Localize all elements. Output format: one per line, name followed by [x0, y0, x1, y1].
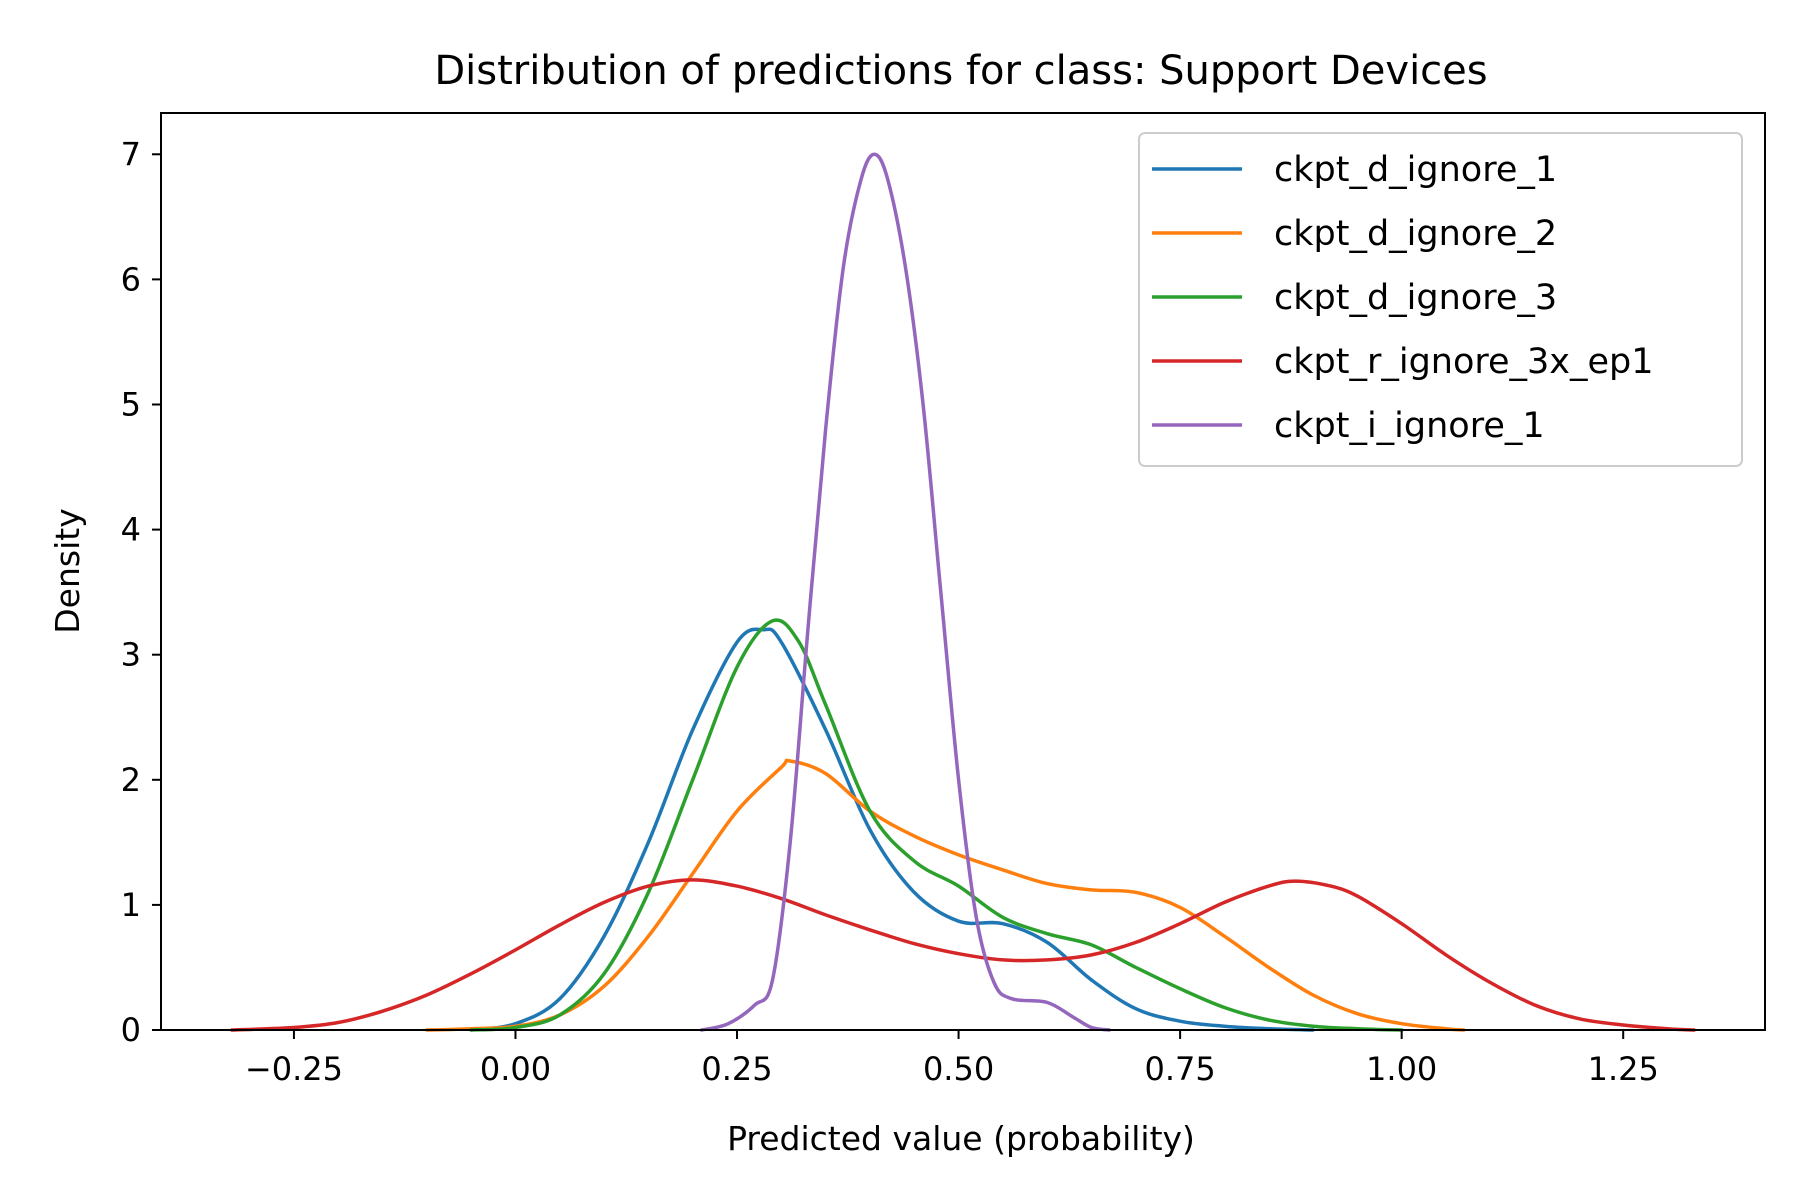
legend-box [1138, 132, 1743, 467]
legend-label-3: ckpt_d_ignore_3 [1274, 278, 1557, 318]
series-layer [230, 152, 1696, 1032]
series-line-2 [425, 758, 1466, 1032]
x-tick-label: 0.50 [923, 1050, 994, 1088]
y-tick-label: 6 [121, 260, 141, 298]
x-axis-label: Predicted value (probability) [727, 1119, 1195, 1158]
y-tick-label: 2 [121, 761, 141, 799]
y-tick-label: 7 [121, 135, 141, 173]
series-line-5 [699, 152, 1111, 1032]
x-tick-label: 0.25 [701, 1050, 772, 1088]
x-tick-label: 1.00 [1366, 1050, 1437, 1088]
x-axis-ticks: −0.25 0.00 0.25 0.50 0.75 1.00 1.25 [245, 1030, 1659, 1088]
series-line-1 [469, 627, 1315, 1032]
series-line-4 [230, 878, 1696, 1032]
legend: ckpt_d_ignore_1 ckpt_d_ignore_2 ckpt_d_ign… [1138, 132, 1743, 467]
y-tick-label: 5 [121, 385, 141, 423]
chart-title: Distribution of predictions for class: S… [434, 48, 1487, 94]
legend-label-4: ckpt_r_ignore_3x_ep1 [1274, 342, 1654, 382]
series-line-3 [469, 618, 1404, 1032]
y-tick-label: 3 [121, 636, 141, 674]
y-axis-ticks: 0 1 2 3 4 5 6 7 [121, 135, 161, 1049]
x-tick-label: 1.25 [1588, 1050, 1659, 1088]
y-tick-label: 1 [121, 886, 141, 924]
legend-items: ckpt_d_ignore_1 ckpt_d_ignore_2 ckpt_d_ign… [1152, 150, 1654, 446]
x-tick-label: 0.75 [1144, 1050, 1215, 1088]
x-tick-label: −0.25 [245, 1050, 343, 1088]
plot-frame [160, 112, 1766, 1031]
y-axis-label: Density [48, 508, 87, 633]
x-tick-label: 0.00 [480, 1050, 551, 1088]
y-tick-label: 4 [121, 511, 141, 549]
y-tick-label: 0 [121, 1011, 141, 1049]
legend-label-5: ckpt_i_ignore_1 [1274, 406, 1545, 446]
legend-label-2: ckpt_d_ignore_2 [1274, 214, 1557, 254]
legend-label-1: ckpt_d_ignore_1 [1274, 150, 1557, 190]
